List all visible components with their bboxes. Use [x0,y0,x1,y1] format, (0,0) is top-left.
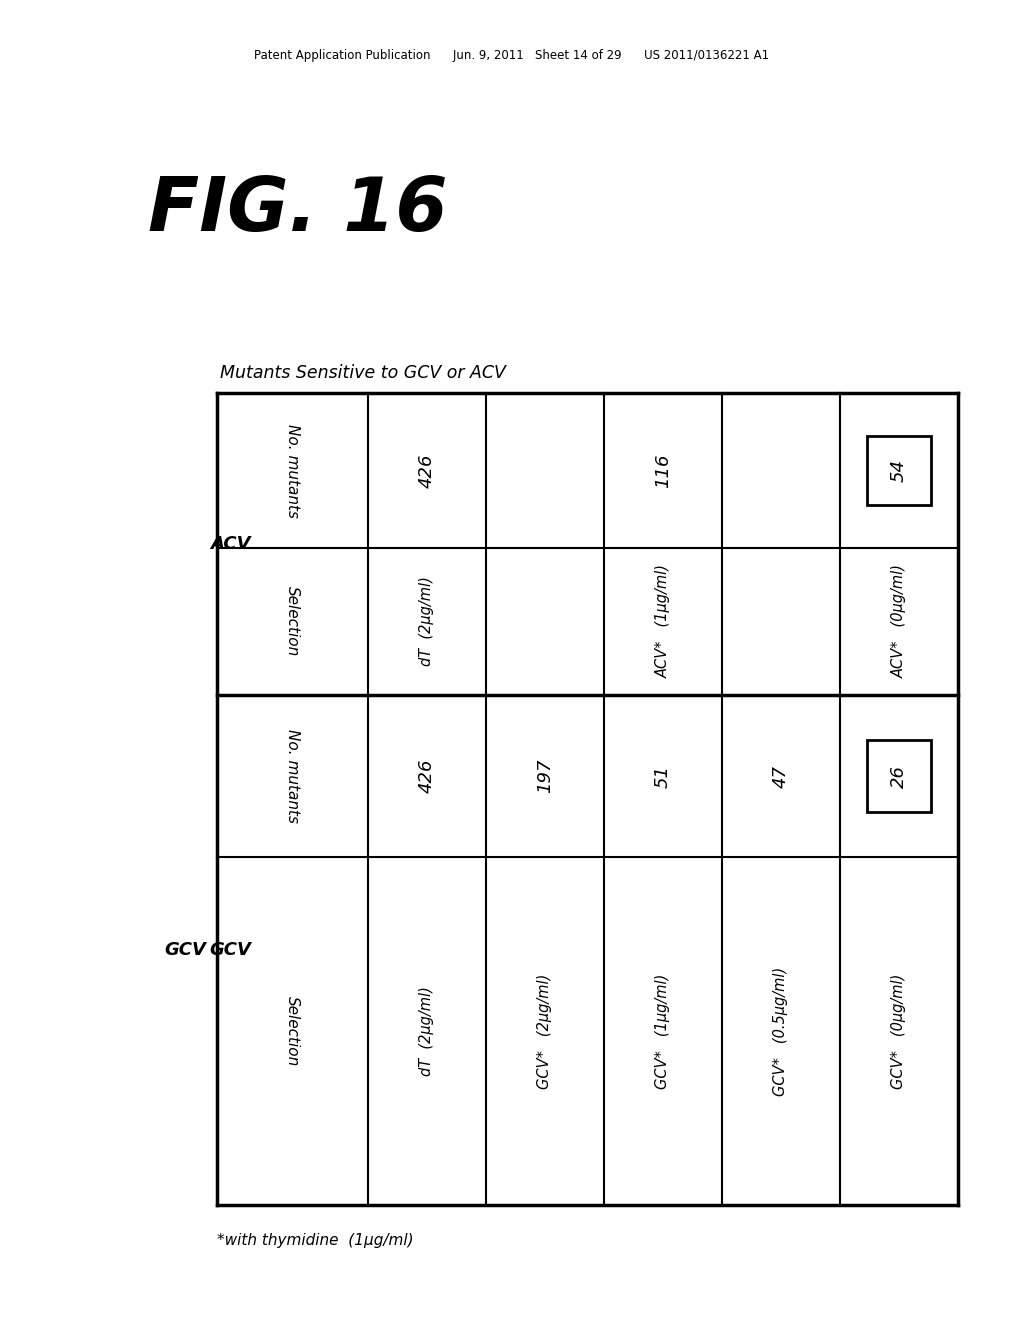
Text: 426: 426 [418,453,436,488]
Text: GCV*   (1μg/ml): GCV* (1μg/ml) [655,973,671,1089]
Text: GCV: GCV [164,941,206,960]
Text: No. mutants: No. mutants [285,729,300,822]
Text: 26: 26 [890,764,908,788]
Text: ACV*   (1μg/ml): ACV* (1μg/ml) [655,565,671,678]
Text: No. mutants: No. mutants [285,424,300,517]
Text: dT  (2μg/ml): dT (2μg/ml) [420,577,434,667]
Text: 47: 47 [772,764,790,788]
Text: *with thymidine  (1μg/ml): *with thymidine (1μg/ml) [217,1233,414,1247]
Text: 197: 197 [536,759,554,793]
Text: Patent Application Publication      Jun. 9, 2011   Sheet 14 of 29      US 2011/0: Patent Application Publication Jun. 9, 2… [254,49,770,62]
Text: Mutants Sensitive to GCV or ACV: Mutants Sensitive to GCV or ACV [220,364,506,381]
Text: GCV*   (0μg/ml): GCV* (0μg/ml) [892,973,906,1089]
Text: 51: 51 [654,764,672,788]
Text: Selection: Selection [285,995,300,1067]
Text: FIG. 16: FIG. 16 [148,173,447,247]
Text: 54: 54 [890,459,908,482]
Text: 116: 116 [654,453,672,488]
Bar [866,436,932,506]
Text: GCV*   (2μg/ml): GCV* (2μg/ml) [538,973,553,1089]
Text: GCV*   (0.5μg/ml): GCV* (0.5μg/ml) [773,966,788,1096]
Text: Selection: Selection [285,586,300,656]
Text: 426: 426 [418,759,436,793]
Bar [866,739,932,812]
Text: ACV*   (0μg/ml): ACV* (0μg/ml) [892,565,906,678]
Text: GCV: GCV [209,941,251,960]
Text: ACV: ACV [210,535,250,553]
Text: dT  (2μg/ml): dT (2μg/ml) [420,986,434,1076]
